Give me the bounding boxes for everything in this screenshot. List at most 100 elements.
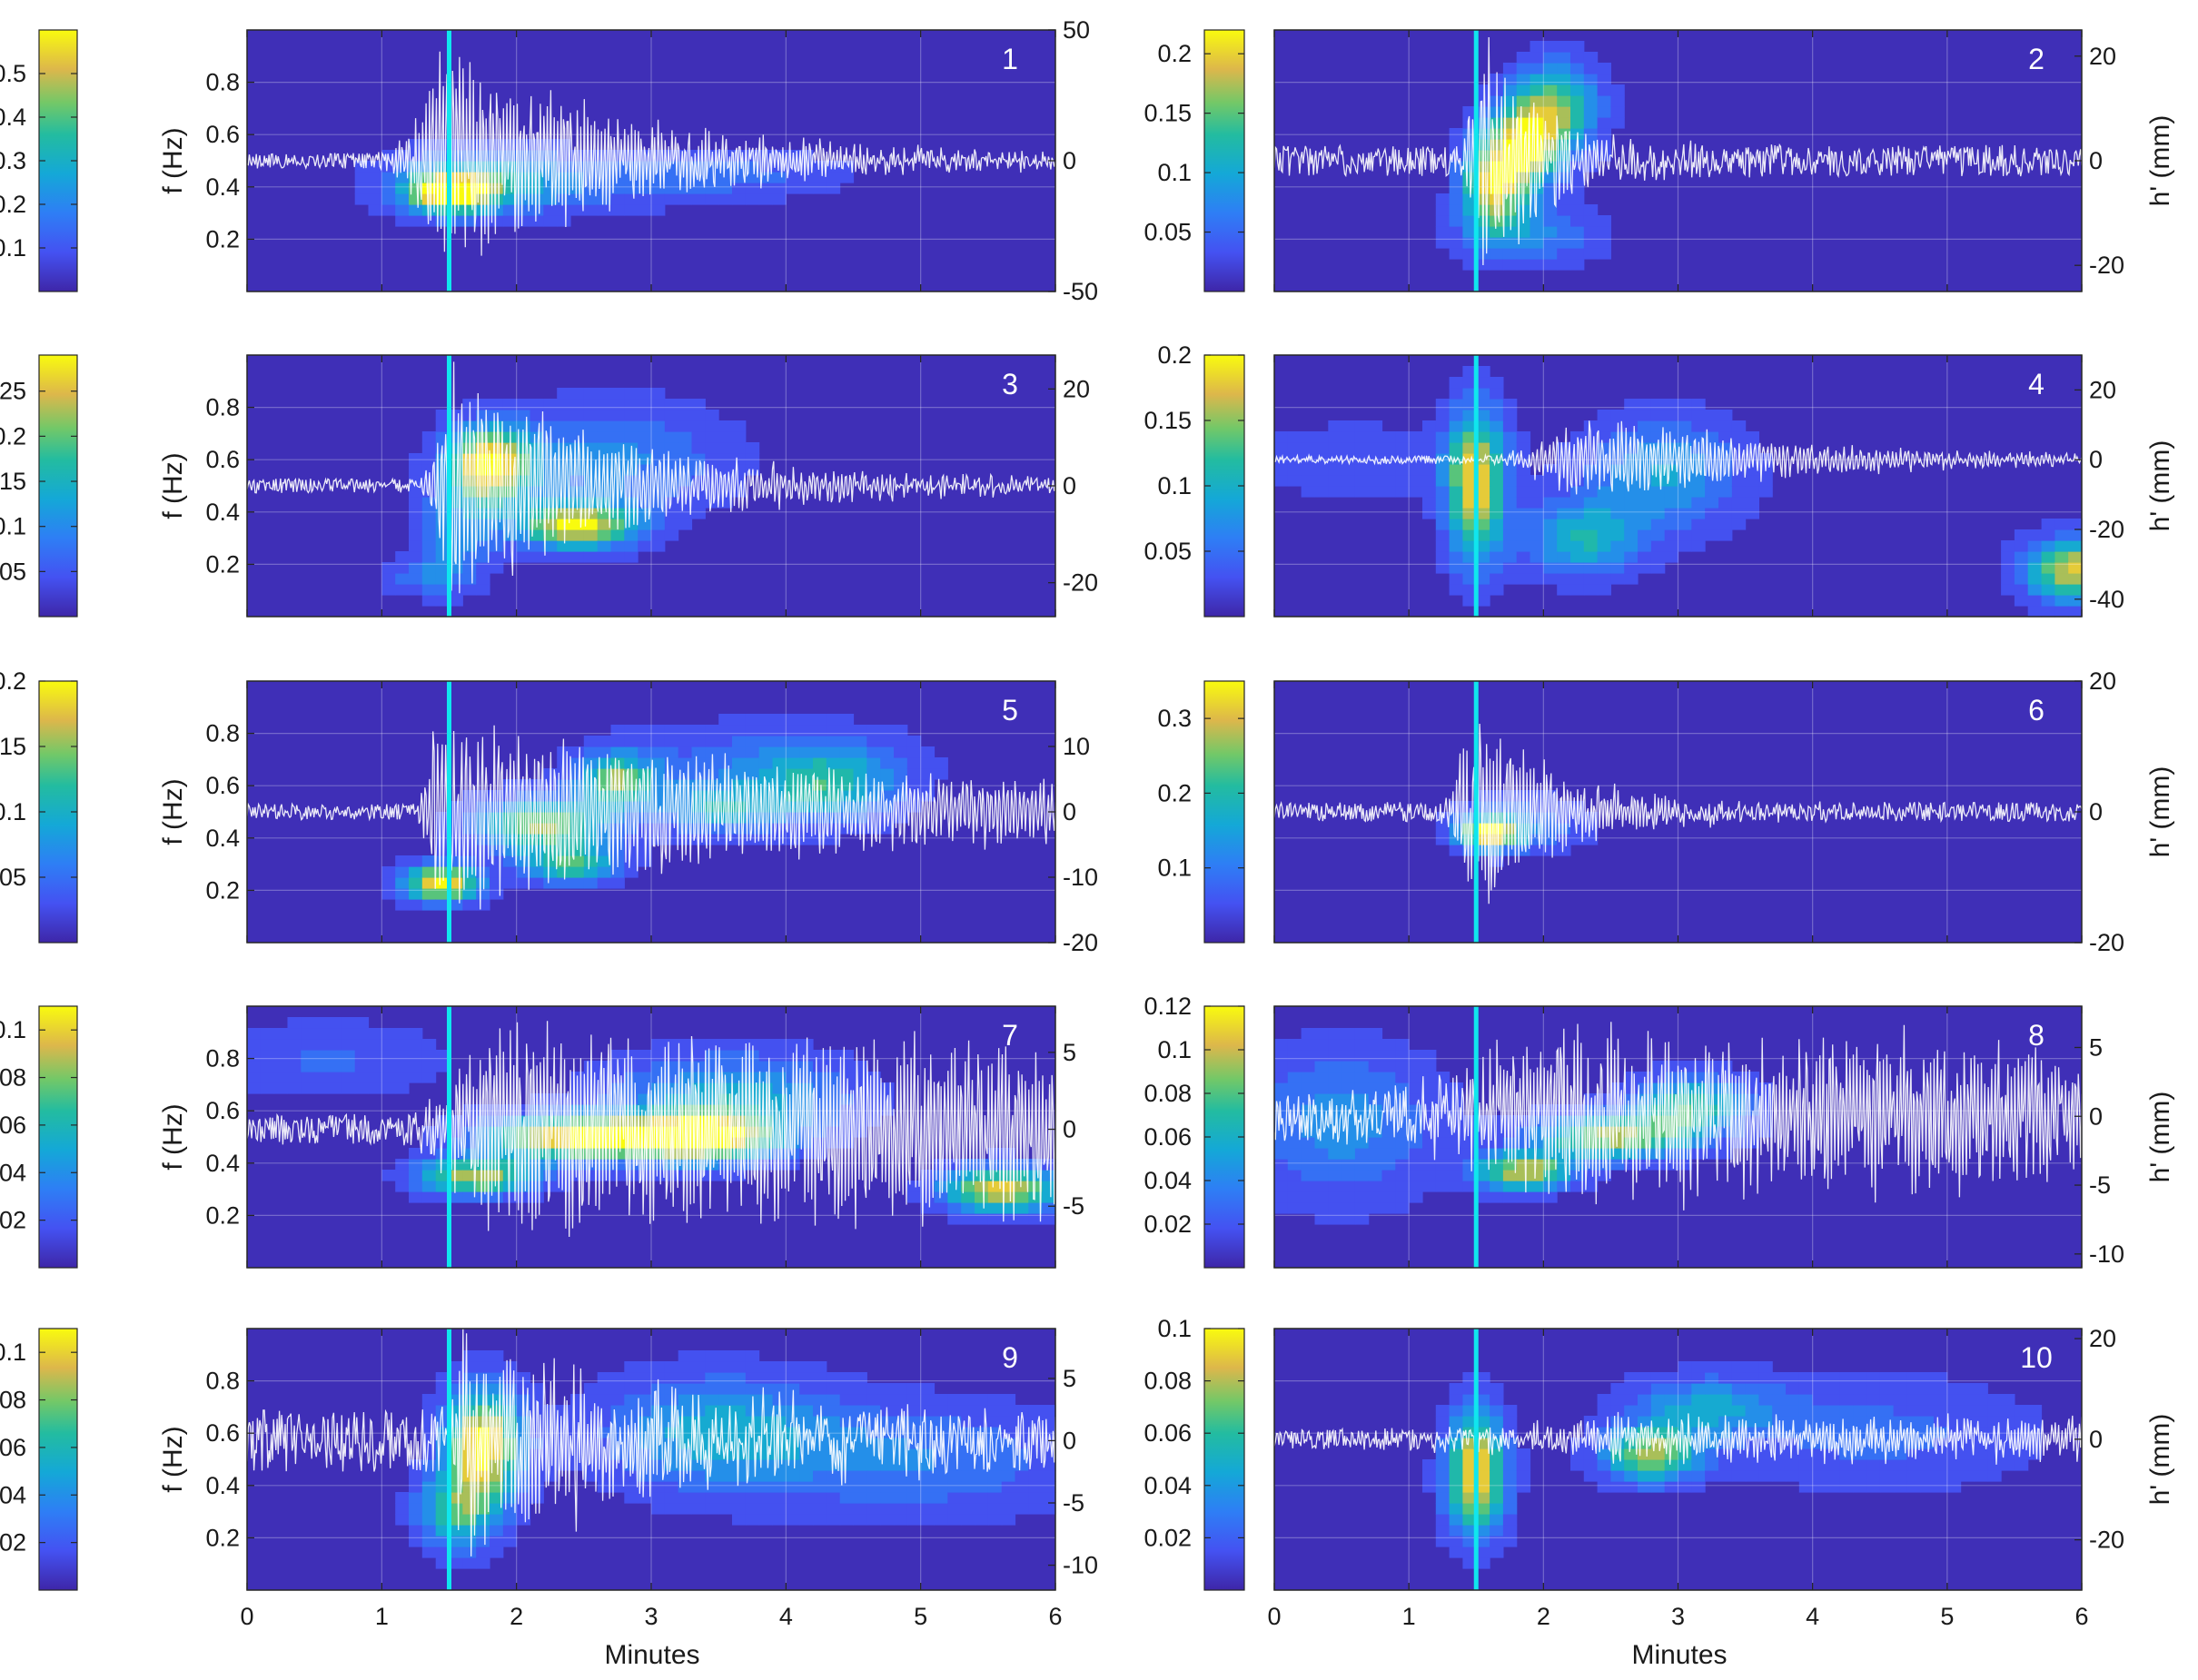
heatmap-cell — [732, 1350, 747, 1362]
heatmap-cell — [705, 1039, 719, 1051]
heatmap-cell — [1042, 1481, 1056, 1493]
heatmap-cell — [651, 1061, 666, 1072]
heatmap-cell — [1745, 1383, 1759, 1395]
heatmap-cell — [421, 1405, 437, 1417]
heatmap-cell — [421, 1148, 437, 1160]
heatmap-cell — [395, 855, 410, 867]
heatmap-cell — [1758, 1405, 1773, 1417]
heatmap-cell — [651, 161, 666, 173]
heatmap-cell — [799, 1394, 814, 1406]
heatmap-cell — [880, 757, 895, 769]
heatmap-cell — [651, 1159, 666, 1171]
heatmap-cell — [705, 1061, 719, 1072]
heatmap-cell — [1583, 573, 1599, 585]
x-tick-label: 6 — [2074, 1603, 2088, 1630]
heatmap-cell — [368, 183, 382, 194]
heatmap-cell — [1435, 420, 1450, 432]
heatmap-cell — [1435, 442, 1450, 454]
heatmap-cell — [1664, 1372, 1679, 1384]
heatmap-cell — [1274, 464, 1289, 476]
heatmap-cell — [678, 1350, 693, 1362]
heatmap-cell — [1678, 540, 1692, 552]
heatmap-cell — [1650, 1137, 1666, 1149]
heatmap-cell — [449, 183, 463, 194]
heatmap-cell — [1610, 475, 1625, 487]
heatmap-cell — [651, 193, 666, 205]
heatmap-cell — [502, 399, 518, 410]
heatmap-cell — [409, 475, 423, 487]
heatmap-cell — [1516, 562, 1531, 574]
heatmap-cell — [2068, 529, 2083, 541]
heatmap-cell — [368, 1039, 382, 1051]
heatmap-cell — [880, 1503, 895, 1515]
heatmap-cell — [557, 551, 571, 563]
heatmap-cell — [1328, 442, 1342, 454]
heatmap-cell — [1839, 1470, 1854, 1482]
heatmap-cell — [1354, 431, 1370, 443]
heatmap-cell — [758, 725, 774, 736]
heatmap-cell — [502, 1191, 518, 1203]
y2-tick-label: 0 — [2089, 1102, 2103, 1130]
heatmap-cell — [799, 1492, 814, 1504]
heatmap-cell — [1342, 1148, 1356, 1160]
heatmap-cell — [1691, 1361, 1706, 1373]
heatmap-cell — [1853, 1372, 1867, 1384]
heatmap-cell — [1435, 1514, 1450, 1526]
heatmap-cell — [732, 1372, 747, 1384]
heatmap-cell — [395, 1028, 410, 1040]
heatmap-cell — [1974, 1470, 1988, 1482]
heatmap-cell — [1772, 1459, 1787, 1471]
heatmap-cell — [1718, 1383, 1733, 1395]
heatmap-cell — [745, 736, 760, 747]
heatmap-cell — [1530, 204, 1544, 216]
heatmap-cell — [1015, 1481, 1029, 1493]
heatmap-cell — [597, 442, 612, 454]
heatmap-cell — [826, 183, 841, 194]
heatmap-cell — [409, 519, 423, 530]
heatmap-cell — [314, 1017, 329, 1029]
heatmap-cell — [1462, 420, 1477, 432]
heatmap-cell — [1745, 1405, 1759, 1417]
y-tick-label: 0.6 — [205, 772, 240, 799]
heatmap-cell — [1449, 128, 1463, 140]
heatmap-cell — [1368, 1072, 1383, 1083]
heatmap-cell — [530, 215, 544, 227]
heatmap-cell — [1718, 1361, 1733, 1373]
heatmap-cell — [1583, 551, 1599, 563]
heatmap-cell — [947, 1191, 962, 1203]
colorbar-tick-label: 0.1 — [0, 1339, 26, 1366]
heatmap-cell — [1987, 1459, 2002, 1471]
heatmap-cell — [906, 1394, 922, 1406]
heatmap-cell — [1624, 508, 1639, 519]
heatmap-cell — [839, 725, 855, 736]
panel-number: 4 — [2028, 368, 2045, 400]
heatmap-cell — [1395, 1170, 1410, 1181]
heatmap-cell — [516, 540, 531, 552]
heatmap-cell — [1462, 237, 1477, 249]
heatmap-cell — [880, 1383, 895, 1395]
heatmap-cell — [1274, 1050, 1289, 1062]
heatmap-cell — [786, 172, 800, 183]
heatmap-cell — [462, 899, 477, 911]
heatmap-cell — [502, 551, 518, 563]
heatmap-cell — [1435, 834, 1450, 845]
heatmap-cell — [1543, 475, 1558, 487]
heatmap-cell — [597, 399, 612, 410]
heatmap-cell — [786, 1416, 800, 1428]
heatmap-cell — [772, 1481, 787, 1493]
heatmap-cell — [395, 1061, 410, 1072]
heatmap-cell — [1395, 1082, 1410, 1094]
heatmap-cell — [1650, 1394, 1666, 1406]
heatmap-cell — [1314, 1191, 1329, 1203]
heatmap-cell — [1543, 823, 1558, 835]
heatmap-cell — [651, 399, 666, 410]
heatmap-cell — [624, 410, 639, 421]
heatmap-cell — [2054, 595, 2069, 607]
heatmap-cell — [1462, 464, 1477, 476]
heatmap-cell — [691, 1372, 706, 1384]
heatmap-cell — [866, 768, 881, 780]
heatmap-cell — [934, 757, 948, 769]
heatmap-cell — [1718, 1394, 1733, 1406]
heatmap-cell — [1812, 1416, 1827, 1428]
heatmap-cell — [1664, 420, 1679, 432]
